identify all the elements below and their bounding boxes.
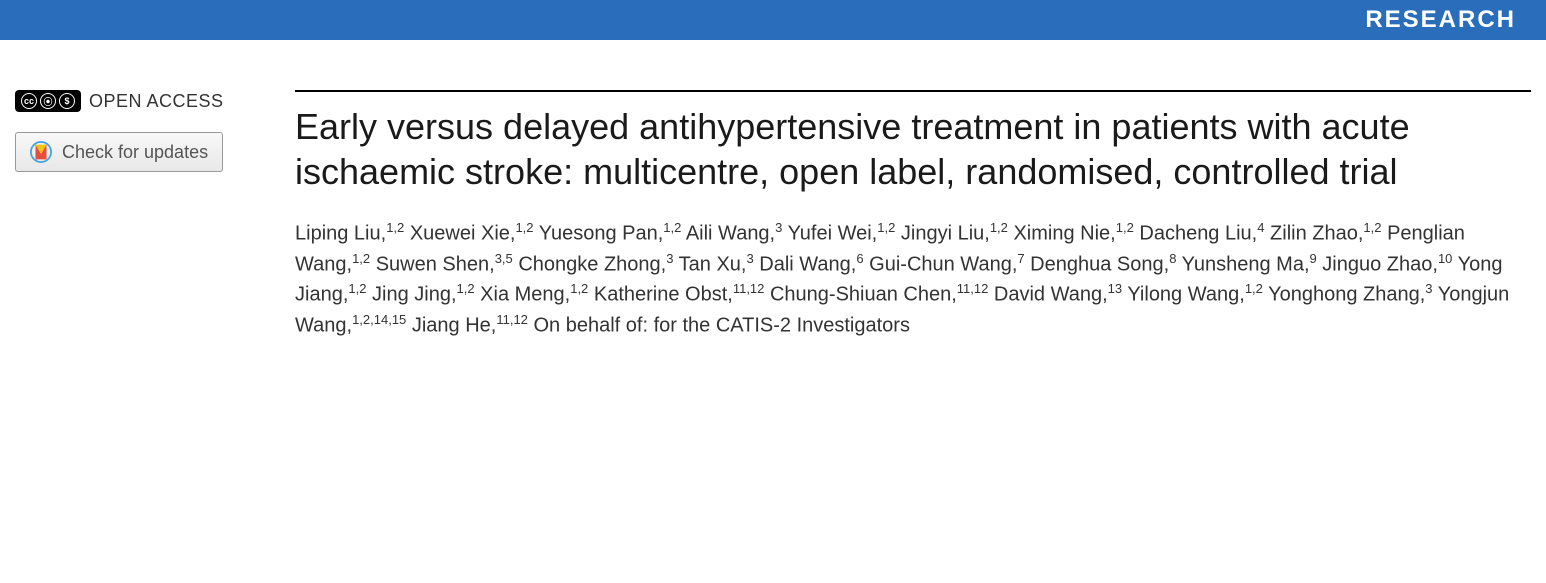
author-affiliation: 4 [1257, 220, 1264, 235]
author-name: David Wang, [994, 284, 1108, 306]
author-name: Jiang He, [412, 315, 497, 337]
author-affiliation: 9 [1310, 251, 1317, 266]
author-list: Liping Liu,1,2 Xuewei Xie,1,2 Yuesong Pa… [295, 218, 1531, 341]
author-name: Tan Xu, [679, 253, 747, 275]
author-affiliation: 11,12 [957, 281, 989, 296]
content-row: cc ⦿ $ OPEN ACCESS Check for updates Ear… [0, 90, 1546, 341]
author-affiliation: 3 [666, 251, 673, 266]
author-affiliation: 8 [1169, 251, 1176, 266]
crossmark-icon [30, 141, 52, 163]
author-affiliation: 1,2 [1116, 220, 1134, 235]
author-affiliation: 7 [1017, 251, 1024, 266]
by-icon: ⦿ [40, 93, 56, 109]
author-name: Jingyi Liu, [901, 223, 990, 245]
author-affiliation: 1,2 [352, 251, 370, 266]
author-affiliation: 3 [1425, 281, 1432, 296]
author-name: Yunsheng Ma, [1182, 253, 1310, 275]
author-affiliation: 11,12 [733, 281, 765, 296]
cc-icon: cc [21, 93, 37, 109]
check-updates-label: Check for updates [62, 142, 208, 163]
article-main: Early versus delayed antihypertensive tr… [295, 90, 1531, 341]
author-affiliation: 1,2 [515, 220, 533, 235]
open-access-row: cc ⦿ $ OPEN ACCESS [15, 90, 275, 112]
author-affiliation: 3 [775, 220, 782, 235]
author-name: Xia Meng, [480, 284, 570, 306]
author-name: Liping Liu, [295, 223, 386, 245]
author-name: Yonghong Zhang, [1268, 284, 1425, 306]
author-name: Zilin Zhao, [1270, 223, 1363, 245]
author-name: Yuesong Pan, [539, 223, 664, 245]
author-name: Katherine Obst, [594, 284, 733, 306]
section-banner: RESEARCH [0, 0, 1546, 40]
author-name: Suwen Shen, [376, 253, 495, 275]
author-affiliation: 1,2 [663, 220, 681, 235]
author-affiliation: 1,2 [1363, 220, 1381, 235]
author-affiliation: 1,2 [386, 220, 404, 235]
author-affiliation: 1,2 [570, 281, 588, 296]
author-name: Yufei Wei, [788, 223, 878, 245]
author-name: Jing Jing, [372, 284, 457, 306]
author-affiliation: 1,2,14,15 [352, 312, 406, 327]
author-affiliation: 3,5 [495, 251, 513, 266]
author-affiliation: 1,2 [1245, 281, 1263, 296]
author-name: Denghua Song, [1030, 253, 1169, 275]
author-name: Aili Wang, [686, 223, 775, 245]
author-affiliation: 3 [746, 251, 753, 266]
author-affiliation: 1,2 [990, 220, 1008, 235]
sidebar: cc ⦿ $ OPEN ACCESS Check for updates [15, 90, 295, 341]
open-access-label: OPEN ACCESS [89, 91, 224, 112]
nc-icon: $ [59, 93, 75, 109]
author-affiliation: 1,2 [877, 220, 895, 235]
author-affiliation: 1,2 [348, 281, 366, 296]
author-affiliation: 1,2 [457, 281, 475, 296]
author-name: Ximing Nie, [1013, 223, 1115, 245]
check-updates-button[interactable]: Check for updates [15, 132, 223, 172]
author-name: Chung-Shiuan Chen, [770, 284, 957, 306]
author-name: Chongke Zhong, [518, 253, 666, 275]
author-name: Xuewei Xie, [410, 223, 516, 245]
article-title: Early versus delayed antihypertensive tr… [295, 104, 1531, 194]
author-name: Gui-Chun Wang, [869, 253, 1017, 275]
author-name: Dacheng Liu, [1139, 223, 1257, 245]
author-name: Jinguo Zhao, [1322, 253, 1438, 275]
author-affiliation: 11,12 [496, 312, 528, 327]
author-affiliation: 6 [856, 251, 863, 266]
author-name: Dali Wang, [759, 253, 856, 275]
author-affiliation: 13 [1108, 281, 1122, 296]
on-behalf-text: On behalf of: for the CATIS-2 Investigat… [533, 315, 909, 337]
author-name: Yilong Wang, [1127, 284, 1244, 306]
cc-license-badge: cc ⦿ $ [15, 90, 81, 112]
banner-label: RESEARCH [1365, 6, 1516, 33]
author-affiliation: 10 [1438, 251, 1452, 266]
